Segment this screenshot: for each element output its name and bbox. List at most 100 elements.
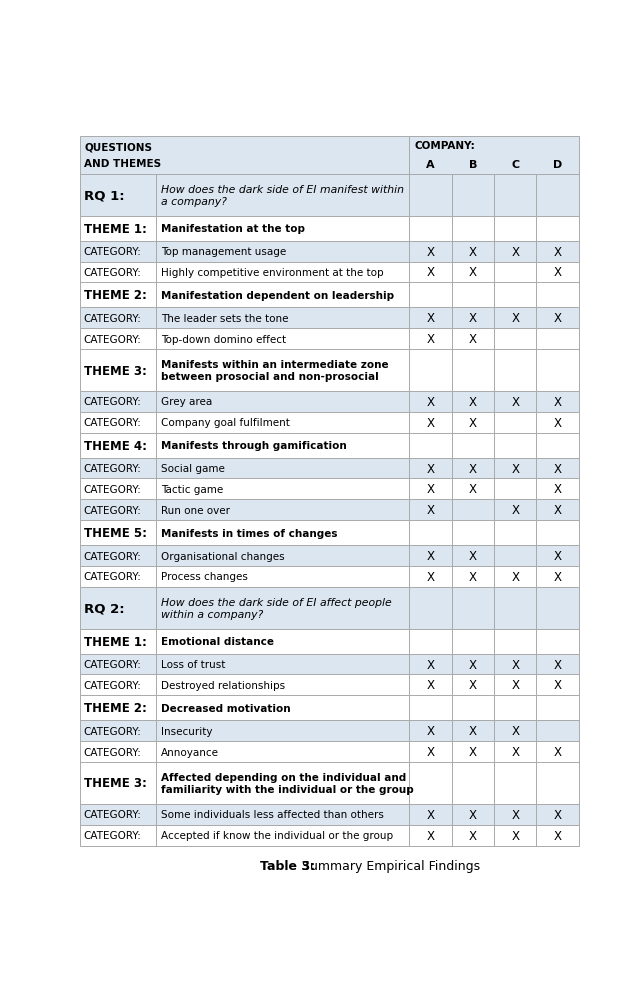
Bar — [536, 433, 579, 458]
Bar — [410, 479, 451, 500]
Text: QUESTIONS: QUESTIONS — [84, 143, 152, 153]
Text: X: X — [426, 571, 435, 584]
Bar — [410, 696, 451, 721]
Bar — [80, 242, 156, 262]
Text: X: X — [469, 395, 477, 408]
Bar — [410, 458, 451, 479]
Bar — [451, 654, 494, 674]
Bar — [156, 696, 410, 721]
Bar — [410, 412, 451, 433]
Text: X: X — [554, 745, 561, 758]
Text: CATEGORY:: CATEGORY: — [84, 810, 141, 819]
Text: THEME 3:: THEME 3: — [84, 777, 147, 790]
Bar — [80, 545, 156, 567]
Bar — [410, 588, 451, 629]
Bar — [451, 479, 494, 500]
Bar — [536, 825, 579, 846]
Bar — [494, 217, 536, 242]
Bar — [156, 825, 410, 846]
Text: Accepted if know the individual or the group: Accepted if know the individual or the g… — [161, 830, 394, 840]
Bar — [410, 350, 451, 391]
Bar — [156, 242, 410, 262]
Bar — [536, 804, 579, 825]
Text: X: X — [426, 483, 435, 496]
Bar — [156, 500, 410, 521]
Text: X: X — [554, 571, 561, 584]
Text: X: X — [554, 504, 561, 517]
Bar — [80, 175, 156, 217]
Bar — [451, 458, 494, 479]
Bar — [536, 567, 579, 588]
Bar — [494, 654, 536, 674]
Bar — [80, 804, 156, 825]
Bar — [80, 309, 156, 329]
Text: X: X — [469, 745, 477, 758]
Bar — [451, 391, 494, 412]
Bar — [410, 545, 451, 567]
Text: X: X — [469, 416, 477, 429]
Bar — [451, 283, 494, 309]
Text: X: X — [511, 678, 519, 692]
Text: X: X — [469, 333, 477, 346]
Bar — [536, 721, 579, 741]
Bar — [80, 741, 156, 762]
Bar — [156, 654, 410, 674]
Bar — [536, 629, 579, 654]
Bar — [451, 350, 494, 391]
Bar — [494, 391, 536, 412]
Text: X: X — [469, 571, 477, 584]
Bar — [494, 545, 536, 567]
Bar — [80, 521, 156, 545]
Text: D: D — [553, 160, 562, 170]
Bar — [536, 242, 579, 262]
Text: CATEGORY:: CATEGORY: — [84, 830, 141, 840]
Bar — [410, 654, 451, 674]
Text: X: X — [511, 462, 519, 475]
Bar — [156, 283, 410, 309]
Bar — [536, 654, 579, 674]
Bar — [451, 629, 494, 654]
Bar — [451, 741, 494, 762]
Text: THEME 2:: THEME 2: — [84, 289, 147, 302]
Bar — [80, 458, 156, 479]
Bar — [494, 283, 536, 309]
Text: The leader sets the tone: The leader sets the tone — [161, 314, 289, 323]
Bar — [451, 175, 494, 217]
Bar — [156, 521, 410, 545]
Bar — [494, 721, 536, 741]
Text: Affected depending on the individual and
familiarity with the individual or the : Affected depending on the individual and… — [161, 772, 414, 794]
Bar — [451, 217, 494, 242]
Text: Company goal fulfilment: Company goal fulfilment — [161, 418, 290, 428]
Text: X: X — [469, 808, 477, 821]
Bar — [410, 521, 451, 545]
Text: X: X — [511, 725, 519, 738]
Bar — [536, 500, 579, 521]
Text: THEME 1:: THEME 1: — [84, 635, 147, 648]
Bar — [80, 329, 156, 350]
Bar — [451, 567, 494, 588]
Bar — [494, 433, 536, 458]
Text: CATEGORY:: CATEGORY: — [84, 334, 141, 344]
Text: Grey area: Grey area — [161, 397, 212, 407]
Bar — [156, 629, 410, 654]
Text: X: X — [554, 808, 561, 821]
Text: X: X — [511, 504, 519, 517]
Bar — [80, 262, 156, 283]
Text: X: X — [554, 658, 561, 670]
Text: CATEGORY:: CATEGORY: — [84, 680, 141, 690]
Text: X: X — [469, 678, 477, 692]
Bar — [494, 412, 536, 433]
Bar — [410, 804, 451, 825]
Text: Highly competitive environment at the top: Highly competitive environment at the to… — [161, 268, 384, 278]
Text: X: X — [426, 549, 435, 563]
Text: X: X — [554, 246, 561, 258]
Text: X: X — [511, 829, 519, 842]
Bar — [494, 458, 536, 479]
Bar — [451, 721, 494, 741]
Bar — [494, 804, 536, 825]
Bar — [156, 545, 410, 567]
Bar — [410, 217, 451, 242]
Text: X: X — [554, 266, 561, 279]
Bar — [80, 283, 156, 309]
Text: CATEGORY:: CATEGORY: — [84, 397, 141, 407]
